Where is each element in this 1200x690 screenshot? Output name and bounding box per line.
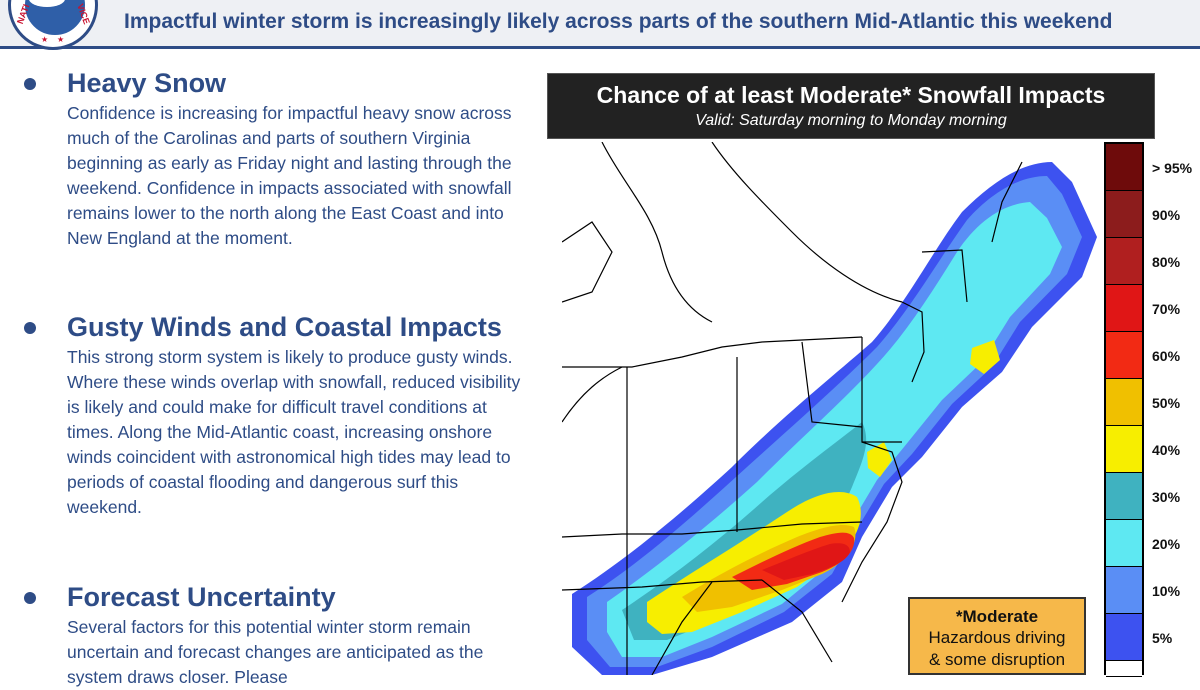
legend-label: 10% [1152, 583, 1181, 599]
band-40pct-coast [867, 442, 892, 477]
legend-label: 30% [1152, 489, 1181, 505]
legend-label: 60% [1152, 348, 1181, 364]
nws-logo: NATI VICE ★ ★ [8, 0, 98, 50]
map-title: Chance of at least Moderate* Snowfall Im… [596, 82, 1106, 108]
legend-label: > 95% [1152, 160, 1193, 176]
bullet-icon [24, 322, 36, 334]
section-body-heavy-snow: Confidence is increasing for impactful h… [67, 103, 512, 248]
map-legend [1104, 142, 1144, 677]
legend-swatch [1106, 238, 1142, 285]
boundary-lines [562, 142, 1023, 675]
map-subtitle: Valid: Saturday morning to Monday mornin… [695, 112, 1007, 129]
logo-star-icon: ★ [57, 35, 65, 44]
bullet-icon [24, 78, 36, 90]
legend-swatch [1106, 285, 1142, 332]
legend-swatch [1106, 614, 1142, 661]
section-title-heavy-snow: Heavy Snow [67, 68, 227, 98]
section-body-gusty-winds: This strong storm system is likely to pr… [67, 347, 521, 517]
moderate-definition-box: *Moderate Hazardous driving & some disru… [908, 597, 1086, 675]
note-title: *Moderate [955, 607, 1039, 626]
header-bar: NATI VICE ★ ★ Impactful winter storm is … [0, 0, 1200, 50]
map-svg [562, 142, 1097, 675]
note-line-1: Hazardous driving [928, 628, 1066, 647]
note-line-2: & some disruption [928, 650, 1066, 669]
legend-swatch [1106, 520, 1142, 567]
band-70pct [762, 543, 850, 580]
snowfall-probability-map [562, 142, 1102, 675]
legend-label: 80% [1152, 254, 1181, 270]
legend-label: 90% [1152, 207, 1181, 223]
section-title-gusty-winds: Gusty Winds and Coastal Impacts [67, 312, 502, 342]
bullet-icon [24, 592, 36, 604]
section-body-forecast-uncertainty: Several factors for this potential winte… [67, 617, 484, 687]
legend-swatch [1106, 379, 1142, 426]
logo-swoosh [29, 0, 65, 7]
logo-star-icon: ★ [41, 35, 49, 44]
band-40pct-newengland [970, 340, 1000, 374]
legend-swatch [1106, 332, 1142, 379]
page-headline: Impactful winter storm is increasingly l… [124, 10, 1113, 33]
section-title-forecast-uncertainty: Forecast Uncertainty [67, 582, 336, 612]
legend-label: 40% [1152, 442, 1181, 458]
legend-swatch [1106, 426, 1142, 473]
map-title-box: Chance of at least Moderate* Snowfall Im… [547, 73, 1155, 139]
legend-label: 5% [1152, 630, 1173, 646]
legend-label: 70% [1152, 301, 1181, 317]
legend-swatch [1106, 144, 1142, 191]
legend-swatch [1106, 191, 1142, 238]
legend-label: 50% [1152, 395, 1181, 411]
legend-label: 20% [1152, 536, 1181, 552]
legend-swatch [1106, 473, 1142, 520]
legend-swatch [1106, 567, 1142, 614]
